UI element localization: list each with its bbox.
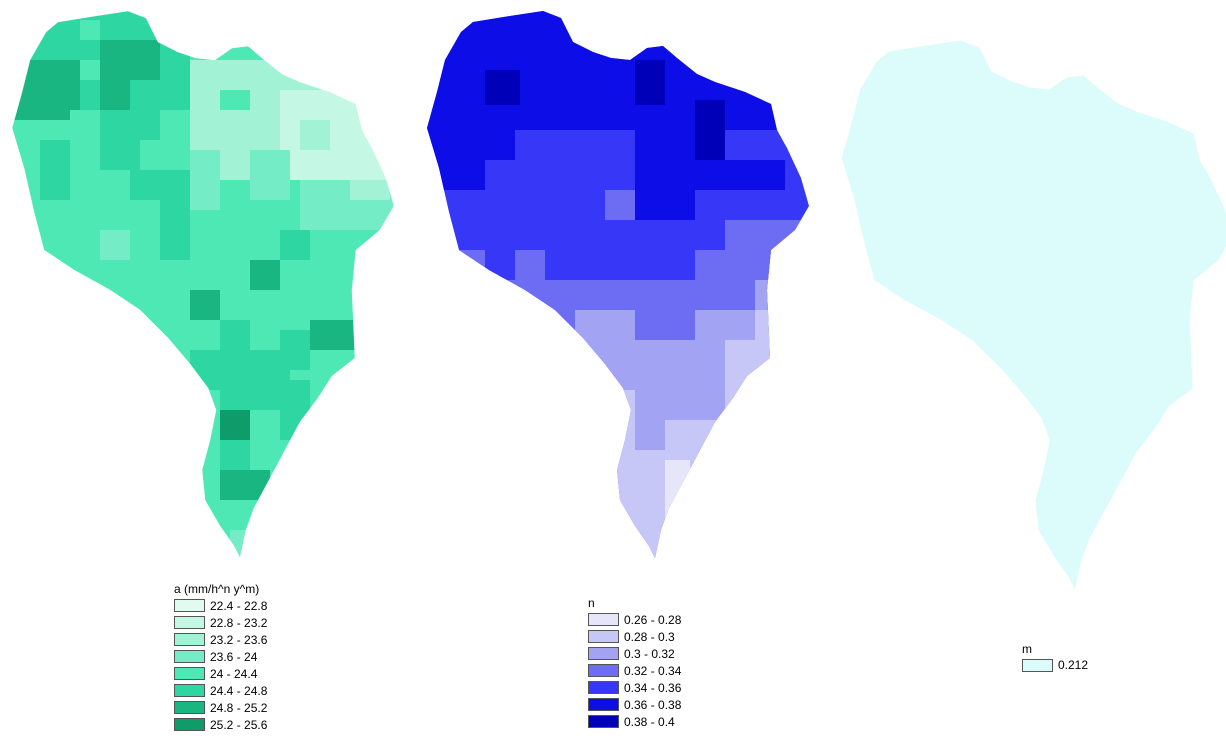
legend-swatch	[174, 684, 205, 697]
legend-swatch	[588, 715, 619, 728]
legend-swatch	[1022, 658, 1053, 672]
legend-item: 0.3 - 0.32	[588, 645, 681, 662]
legend-label: 24 - 24.4	[210, 666, 258, 681]
legend-rows: 0.212	[1022, 657, 1088, 673]
legend-label: 22.4 - 22.8	[210, 598, 268, 613]
legend-title: n	[588, 596, 595, 610]
legend-item: 0.28 - 0.3	[588, 628, 681, 645]
legend-item: 25.2 - 25.6	[174, 716, 267, 733]
legend-swatch	[174, 633, 205, 646]
legend-item: 0.32 - 0.34	[588, 662, 681, 679]
legend-rows: 22.4 - 22.8 22.8 - 23.2 23.2 - 23.6 23.6 - …	[174, 597, 267, 733]
legend-item: 23.6 - 24	[174, 648, 267, 665]
legend-swatch	[174, 667, 205, 680]
legend-n: n 0.26 - 0.28 0.28 - 0.3 0.3 - 0.32 0.32 - …	[588, 596, 681, 730]
legend-label: 23.2 - 23.6	[210, 632, 268, 647]
legend-swatch	[174, 616, 205, 629]
map-m	[841, 40, 1226, 589]
legend-label: 0.212	[1058, 658, 1089, 672]
legend-swatch	[174, 650, 205, 663]
legend-item: 24.8 - 25.2	[174, 699, 267, 716]
map-n	[427, 11, 809, 558]
map-a-raster	[12, 11, 394, 558]
legend-label: 25.2 - 25.6	[210, 717, 268, 732]
legend-label: 0.3 - 0.32	[624, 646, 675, 661]
legend-swatch	[174, 718, 205, 731]
legend-title: m	[1022, 642, 1032, 656]
legend-item: 0.36 - 0.38	[588, 696, 681, 713]
map-n-raster	[427, 11, 809, 558]
legend-swatch	[588, 613, 619, 626]
legend-label: 0.26 - 0.28	[624, 612, 682, 627]
legend-label: 0.28 - 0.3	[624, 629, 675, 644]
legend-label: 23.6 - 24	[210, 649, 258, 664]
legend-title: a (mm/h^n y^m)	[174, 582, 260, 596]
legend-label: 0.32 - 0.34	[624, 663, 682, 678]
legend-m: m 0.212	[1022, 642, 1088, 673]
legend-item: 0.26 - 0.28	[588, 611, 681, 628]
legend-label: 0.38 - 0.4	[624, 714, 675, 729]
legend-item: 23.2 - 23.6	[174, 631, 267, 648]
legend-label: 0.36 - 0.38	[624, 697, 682, 712]
legend-label: 24.4 - 24.8	[210, 683, 268, 698]
legend-item: 0.38 - 0.4	[588, 713, 681, 730]
legend-swatch	[174, 599, 205, 612]
legend-swatch	[588, 664, 619, 677]
legend-swatch	[588, 698, 619, 711]
legend-label: 24.8 - 25.2	[210, 700, 268, 715]
legend-label: 22.8 - 23.2	[210, 615, 268, 630]
map-a	[11, 10, 395, 559]
legend-swatch	[174, 701, 205, 714]
legend-a: a (mm/h^n y^m) 22.4 - 22.8 22.8 - 23.2 23.…	[174, 582, 267, 733]
legend-label: 0.34 - 0.36	[624, 680, 682, 695]
legend-item: 0.34 - 0.36	[588, 679, 681, 696]
legend-item: 22.4 - 22.8	[174, 597, 267, 614]
legend-swatch	[588, 681, 619, 694]
legend-swatch	[588, 630, 619, 643]
legend-item: 0.212	[1022, 657, 1088, 673]
legend-swatch	[588, 647, 619, 660]
legend-item: 24 - 24.4	[174, 665, 267, 682]
legend-item: 24.4 - 24.8	[174, 682, 267, 699]
legend-rows: 0.26 - 0.28 0.28 - 0.3 0.3 - 0.32 0.32 - 0.…	[588, 611, 681, 730]
legend-item: 22.8 - 23.2	[174, 614, 267, 631]
